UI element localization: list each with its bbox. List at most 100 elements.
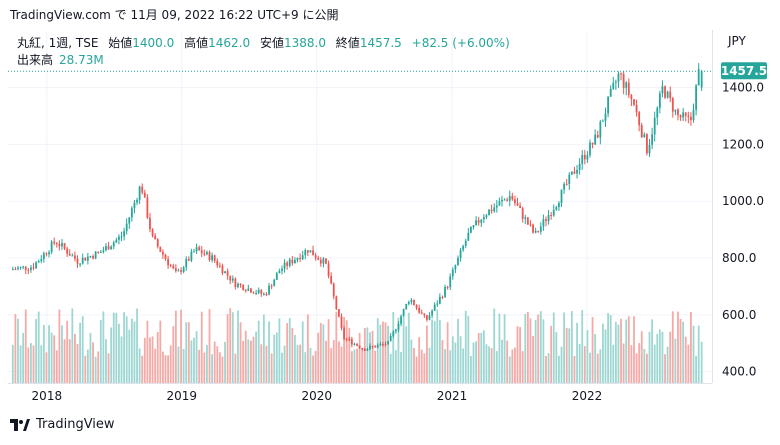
symbol-label: 丸紅, 1週, TSE xyxy=(17,36,99,50)
volume-bar xyxy=(387,325,390,383)
volume-bar xyxy=(53,335,56,383)
candle-body xyxy=(237,283,239,288)
candle-body xyxy=(578,163,581,170)
volume-bar xyxy=(19,345,22,383)
volume-bar xyxy=(366,327,369,383)
candle-body xyxy=(45,253,48,255)
candle-body xyxy=(454,265,457,270)
volume-bar xyxy=(291,327,294,383)
candle-body xyxy=(309,250,312,253)
volume-bar xyxy=(149,337,151,383)
candle-body xyxy=(444,286,446,297)
candle-body xyxy=(299,257,302,260)
volume-bar xyxy=(526,311,529,383)
candle-body xyxy=(306,250,309,253)
candle-body xyxy=(451,269,454,277)
y-tick-label: 400.0 xyxy=(722,365,756,379)
candle-body xyxy=(348,339,351,341)
candle-body xyxy=(625,82,628,88)
time-axis[interactable]: 2018 2019 2020 2021 2022 xyxy=(8,383,712,404)
tradingview-logo-icon xyxy=(10,418,30,431)
candle-body xyxy=(335,296,338,310)
volume-bar xyxy=(50,332,53,383)
brand[interactable]: TradingView xyxy=(10,417,115,432)
candle-body xyxy=(48,252,50,255)
volume-bar xyxy=(107,353,110,383)
candle-body xyxy=(358,345,361,349)
volume-bar xyxy=(55,350,58,383)
candle-body xyxy=(327,263,330,276)
candle-body xyxy=(677,109,679,116)
candle-body xyxy=(138,186,141,200)
candle-body xyxy=(283,262,286,269)
volume-bar xyxy=(156,331,159,383)
volume-bar xyxy=(260,344,263,383)
candle-body xyxy=(658,93,661,108)
x-tick-label: 2019 xyxy=(167,389,198,403)
price-axis[interactable]: 400.0 600.0 800.0 1000.0 1200.0 1400.0 xyxy=(712,30,765,383)
volume-bar xyxy=(664,354,666,383)
volume-bar xyxy=(658,329,661,383)
volume-bar xyxy=(477,332,480,383)
volume-bar xyxy=(506,340,509,383)
volume-bar xyxy=(576,322,578,383)
candle-body xyxy=(392,331,395,336)
volume-bar xyxy=(508,356,511,383)
brand-text: TradingView xyxy=(36,417,115,432)
volume-bar xyxy=(123,312,126,383)
candle-body xyxy=(374,346,377,348)
candle-body xyxy=(664,86,666,98)
volume-bar xyxy=(190,340,193,383)
candle-body xyxy=(22,266,25,268)
candle-body xyxy=(79,263,82,265)
candle-body xyxy=(581,154,584,164)
candle-body xyxy=(433,304,436,311)
volume-bar xyxy=(529,318,532,383)
volume-bar xyxy=(97,351,100,383)
candle-body xyxy=(265,293,268,295)
y-tick-label: 1200.0 xyxy=(722,137,764,151)
candle-body xyxy=(250,288,252,293)
candle-body xyxy=(653,117,656,135)
volume-bar xyxy=(459,336,462,383)
volume-bar xyxy=(195,331,198,383)
volume-bar xyxy=(288,318,291,383)
volume-bar xyxy=(125,316,128,383)
candle-body xyxy=(97,251,100,253)
candles[interactable] xyxy=(11,63,703,352)
candle-body xyxy=(576,169,578,174)
volume-bar xyxy=(630,345,633,383)
candle-body xyxy=(343,328,346,339)
volume-bar xyxy=(35,319,38,383)
candle-body xyxy=(198,247,201,251)
candle-body xyxy=(552,209,555,216)
volume-bar xyxy=(516,326,519,383)
volume-bar xyxy=(278,318,281,383)
volume-bar xyxy=(669,331,672,383)
volume-bar xyxy=(563,312,566,383)
volume-bar xyxy=(677,311,679,383)
candle-body xyxy=(526,217,529,225)
volume-bar xyxy=(187,322,190,383)
candle-body xyxy=(532,224,534,233)
x-tick-label: 2021 xyxy=(437,389,468,403)
candle-body xyxy=(187,258,190,261)
candle-body xyxy=(345,338,348,340)
volume-bar xyxy=(257,320,260,383)
candle-body xyxy=(490,209,493,212)
candle-body xyxy=(695,85,698,110)
volume-bar xyxy=(164,355,167,383)
volume-bar xyxy=(382,321,384,383)
volume-bar xyxy=(348,327,351,383)
candle-body xyxy=(400,316,402,324)
volume-bar xyxy=(495,351,498,383)
candle-body xyxy=(387,340,390,345)
candle-body xyxy=(11,269,14,271)
open-value: 1400.0 xyxy=(132,36,175,50)
volume-bar xyxy=(94,356,97,383)
candle-body xyxy=(167,259,170,266)
candle-body xyxy=(340,316,343,329)
candle-body xyxy=(304,250,307,256)
